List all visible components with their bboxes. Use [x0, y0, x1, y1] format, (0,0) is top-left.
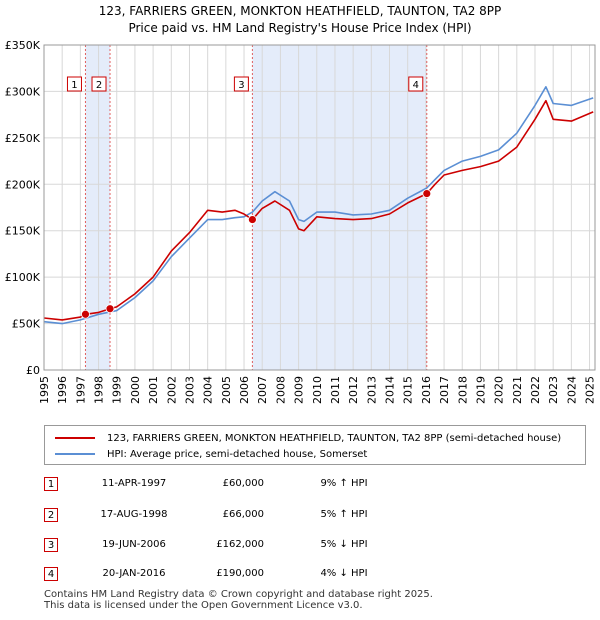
x-tick-label: 1998: [93, 376, 106, 404]
legend-label-hpi: HPI: Average price, semi-detached house,…: [107, 448, 368, 460]
x-tick-label: 2006: [238, 376, 251, 404]
legend-item-hpi: HPI: Average price, semi-detached house,…: [55, 447, 367, 461]
sale-badge-label: 4: [413, 80, 419, 91]
x-tick-label: 1997: [74, 376, 87, 404]
x-tick-label: 2021: [511, 376, 524, 404]
x-tick-label: 2012: [347, 376, 360, 404]
series-line-hpi: [43, 86, 594, 325]
y-tick-label: £250K: [5, 132, 41, 145]
y-tick-label: £0: [26, 364, 40, 377]
x-tick-label: 2013: [365, 376, 378, 404]
sale-badge-box: [91, 76, 107, 92]
x-tick-label: 2017: [438, 376, 451, 404]
x-tick-label: 2014: [384, 376, 397, 404]
x-tick-label: 2010: [311, 376, 324, 404]
y-tick-label: £150K: [5, 225, 41, 238]
sale-date: 19-JUN-2006: [102, 539, 166, 550]
plot-border: [43, 44, 596, 371]
sale-number-badge: 4: [44, 567, 58, 581]
footer-copyright: Contains HM Land Registry data © Crown c…: [44, 589, 433, 600]
x-tick-label: 1996: [56, 376, 69, 404]
sale-date: 11-APR-1997: [101, 478, 167, 489]
sale-hpi-diff: 5% ↑ HPI: [320, 509, 368, 520]
sale-price: £60,000: [222, 478, 264, 489]
x-tick-label: 2005: [220, 376, 233, 404]
y-tick-label: £200K: [5, 178, 41, 191]
chart-subtitle: Price paid vs. HM Land Registry's House …: [128, 21, 472, 35]
sale-badge-label: 3: [238, 80, 244, 91]
y-tick-label: £350K: [5, 39, 41, 52]
sale-hpi-diff: 5% ↓ HPI: [320, 539, 368, 550]
x-tick-label: 2007: [256, 376, 269, 404]
x-tick-label: 2016: [420, 376, 433, 404]
legend-swatch-property: [55, 437, 95, 439]
y-tick-label: £50K: [12, 318, 41, 331]
x-tick-label: 2008: [274, 376, 287, 404]
x-tick-label: 2001: [147, 376, 160, 404]
sale-price: £190,000: [216, 568, 264, 579]
sale-badge-box: [408, 76, 424, 92]
x-tick-label: 1995: [38, 376, 51, 404]
sale-badge-label: 1: [71, 80, 77, 91]
y-tick-label: £100K: [5, 271, 41, 284]
shaded-period: [252, 45, 427, 370]
sale-point: [81, 309, 90, 319]
sale-point: [105, 304, 115, 314]
sale-price: £162,000: [216, 539, 264, 550]
y-tick-label: £300K: [5, 85, 41, 98]
series-line-property: [43, 99, 594, 321]
sale-badge-box: [233, 76, 249, 92]
x-tick-label: 2015: [402, 376, 415, 404]
sale-point: [247, 215, 257, 224]
x-tick-label: 2002: [165, 376, 178, 404]
x-tick-label: 2018: [456, 376, 469, 404]
sale-date: 20-JAN-2016: [102, 568, 166, 579]
chart-legend: 123, FARRIERS GREEN, MONKTON HEATHFIELD,…: [44, 425, 586, 465]
x-tick-label: 2011: [329, 376, 342, 404]
legend-swatch-hpi: [55, 453, 95, 455]
x-tick-label: 2024: [565, 376, 578, 404]
sale-number-badge: 1: [44, 477, 58, 491]
sale-price: £66,000: [222, 509, 264, 520]
sale-badge-label: 2: [96, 80, 102, 91]
footer-license: This data is licensed under the Open Gov…: [44, 600, 363, 611]
chart-title: 123, FARRIERS GREEN, MONKTON HEATHFIELD,…: [98, 4, 502, 18]
x-tick-label: 2009: [293, 376, 306, 404]
x-tick-label: 2000: [129, 376, 142, 404]
sale-badge-box: [66, 76, 82, 92]
x-tick-label: 2019: [474, 376, 487, 404]
shaded-period: [85, 45, 111, 370]
x-tick-label: 2025: [584, 376, 597, 404]
x-tick-label: 1999: [111, 376, 124, 404]
sale-hpi-diff: 9% ↑ HPI: [320, 478, 368, 489]
x-tick-label: 2023: [547, 376, 560, 404]
legend-item-property: 123, FARRIERS GREEN, MONKTON HEATHFIELD,…: [55, 431, 561, 445]
legend-label-property: 123, FARRIERS GREEN, MONKTON HEATHFIELD,…: [107, 432, 562, 444]
sale-hpi-diff: 4% ↓ HPI: [320, 568, 368, 579]
x-tick-label: 2003: [183, 376, 196, 404]
x-tick-label: 2022: [529, 376, 542, 404]
sale-number-badge: 3: [44, 538, 58, 552]
x-tick-label: 2004: [202, 376, 215, 404]
sale-date: 17-AUG-1998: [100, 509, 168, 520]
sale-number-badge: 2: [44, 508, 58, 522]
price-chart: £0 £50K £100K £150K £200K £250K £300K £350K 1995…: [5, 39, 597, 404]
sale-point: [422, 189, 432, 198]
x-tick-label: 2020: [493, 376, 506, 404]
